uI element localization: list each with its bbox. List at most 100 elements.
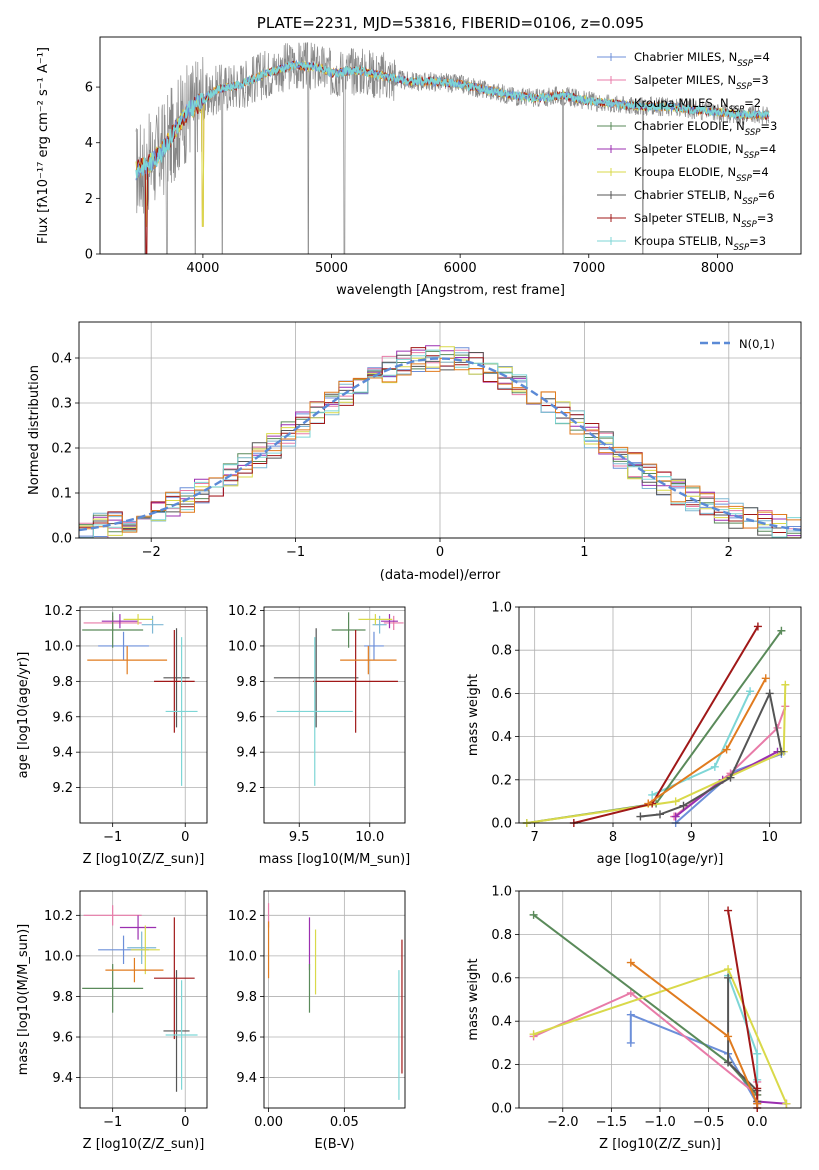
x-tick-label: 9: [687, 830, 695, 845]
series-point: [746, 687, 755, 696]
legend-gaussian-label: N(0,1): [739, 337, 775, 351]
errorbar-point: [165, 980, 198, 1090]
legend-subscript: SSP: [736, 82, 752, 92]
y-axis-label: Normed distribution: [27, 365, 42, 495]
errorbar-point: [163, 628, 190, 728]
errorbar-point: [372, 615, 387, 634]
line-series: [522, 622, 790, 827]
y-tick-label: 9.8: [52, 990, 73, 1005]
legend-label: Kroupa STELIB, NSSP=3: [634, 234, 766, 253]
y-tick-label: 10.0: [44, 639, 73, 654]
errorbar-point: [154, 917, 195, 1040]
x-tick-label: 2: [725, 545, 733, 560]
x-tick-label: 6000: [444, 261, 477, 276]
x-axis-label: wavelength [Angstrom, rest frame]: [336, 283, 565, 298]
series-line: [573, 625, 759, 824]
y-axis-label: mass weight: [466, 674, 481, 756]
legend-count: =3: [757, 211, 774, 225]
y-tick-label: 0.6: [491, 971, 512, 986]
x-axis-label: Z [log10(Z/Z_sun)]: [83, 1137, 205, 1152]
y-tick-label: 10.2: [44, 604, 73, 619]
y-tick-label: 0.4: [51, 352, 72, 367]
y-tick-label: 10.0: [228, 639, 257, 654]
legend-subscript: SSP: [741, 220, 757, 230]
y-tick-label: 1.0: [491, 601, 512, 616]
y-tick-label: 9.8: [236, 675, 257, 690]
series-point: [679, 801, 688, 810]
legend: Chabrier MILES, NSSP=4 Salpeter MILES, NS…: [597, 50, 777, 253]
legend-count: =3: [760, 119, 777, 133]
x-axis-label: age [log10(age/yr)]: [597, 852, 724, 867]
spectrum-lines: [135, 41, 770, 254]
y-tick-label: 10.0: [44, 949, 73, 964]
legend-subscript: SSP: [742, 197, 758, 207]
y-tick-label: 0.4: [491, 1015, 512, 1030]
series-point: [724, 973, 733, 982]
y-axis-label: mass [log10(M/M_sun)]: [16, 924, 31, 1076]
x-tick-label: 0: [436, 545, 444, 560]
axes-frame: [518, 890, 802, 1109]
errorbar-points: [267, 903, 403, 1100]
errorbar-point: [154, 630, 195, 733]
errorbar-points: [82, 612, 198, 786]
x-tick-label: 0: [181, 830, 189, 845]
x-axis-label: E(B-V): [314, 1137, 354, 1152]
y-tick-label: 9.6: [236, 1031, 257, 1046]
errorbar-point: [364, 631, 384, 661]
errorbar-point: [82, 964, 144, 1013]
legend-subscript: SSP: [734, 243, 750, 253]
legend-count: =2: [744, 96, 761, 110]
errorbar-point: [276, 637, 353, 786]
x-axis-label: mass [log10(M/M_sun)]: [259, 852, 411, 867]
errorbar-point: [105, 957, 164, 983]
y-tick-label: 9.6: [52, 1031, 73, 1046]
errorbar-point: [123, 614, 153, 625]
legend-count: =3: [749, 234, 766, 248]
x-tick-label: −0.5: [693, 1115, 725, 1130]
y-tick-label: 0.4: [491, 730, 512, 745]
y-tick-label: 10.2: [228, 604, 257, 619]
x-tick-label: 0.05: [330, 1115, 359, 1130]
legend-count: =4: [752, 165, 769, 179]
x-tick-label: 4000: [186, 261, 219, 276]
histogram-series: [79, 349, 801, 538]
y-axis-label: mass weight: [466, 958, 481, 1040]
x-tick-label: −1.0: [644, 1115, 676, 1130]
series-point: [724, 1058, 733, 1067]
legend-subscript: SSP: [744, 151, 760, 161]
series-point: [626, 988, 635, 997]
model-spectrum: [135, 60, 770, 179]
y-tick-label: 0.6: [491, 687, 512, 702]
x-tick-label: −2.0: [547, 1115, 579, 1130]
errorbar-point: [130, 925, 160, 975]
errorbar-points: [273, 612, 404, 786]
legend-label: Salpeter STELIB, NSSP=3: [634, 211, 774, 230]
y-tick-label: 10.2: [44, 909, 73, 924]
y-tick-label: 1.0: [491, 885, 512, 900]
x-tick-label: −1: [286, 545, 305, 560]
errorbar-point: [358, 614, 393, 625]
y-tick-label: 0.2: [51, 442, 72, 457]
legend-subscript: SSP: [736, 174, 752, 184]
legend-count: =6: [758, 188, 775, 202]
x-tick-label: 5000: [315, 261, 348, 276]
y-tick-label: 2: [85, 192, 93, 207]
y-tick-label: 0.8: [491, 928, 512, 943]
x-tick-label: −1: [103, 830, 122, 845]
series-point: [726, 773, 735, 782]
y-tick-label: 0.0: [51, 532, 72, 547]
legend-label: Chabrier ELODIE, NSSP=3: [634, 119, 777, 138]
x-tick-label: 7: [531, 830, 539, 845]
axes-frame: [263, 890, 406, 1109]
y-tick-label: 0.2: [491, 1058, 512, 1073]
gaussian-curve: [79, 357, 801, 532]
x-tick-label: 0: [181, 1115, 189, 1130]
x-tick-label: −1: [103, 1115, 122, 1130]
errorbar-point: [83, 905, 142, 926]
x-tick-label: 1: [580, 545, 588, 560]
series-point: [656, 810, 664, 819]
legend-label: Salpeter ELODIE, NSSP=4: [634, 142, 776, 161]
x-tick-label: −2: [142, 545, 161, 560]
series-line: [630, 961, 759, 1105]
y-tick-label: 9.4: [52, 746, 73, 761]
